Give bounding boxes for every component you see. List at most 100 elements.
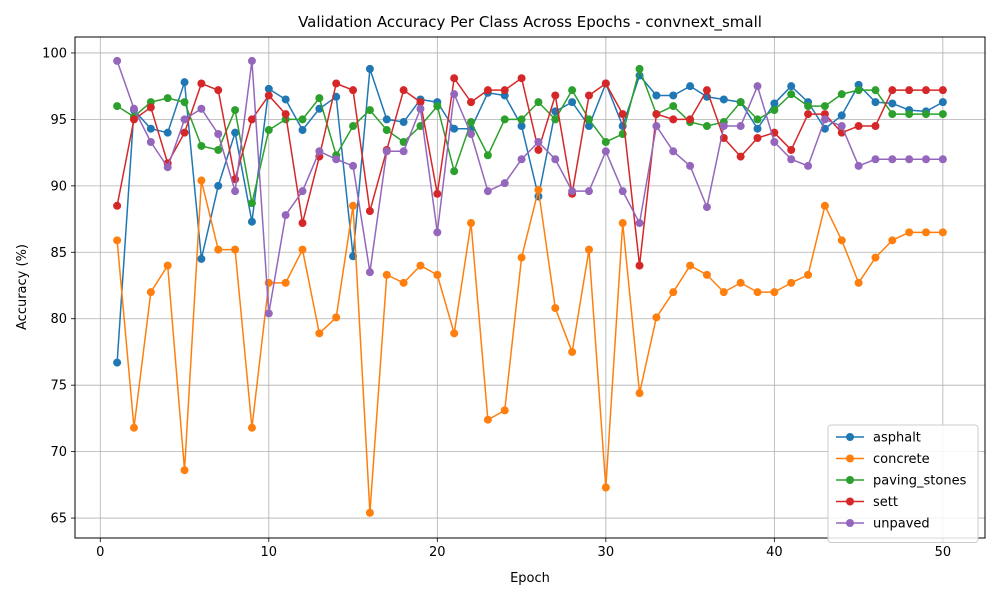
y-tick-label: 100 — [42, 46, 67, 61]
data-point-asphalt — [365, 64, 374, 73]
data-point-concrete — [382, 270, 391, 279]
y-tick-label: 85 — [50, 246, 67, 261]
data-point-asphalt — [163, 128, 172, 137]
data-point-sett — [686, 115, 695, 124]
data-point-unpaved — [517, 155, 526, 164]
data-point-unpaved — [349, 161, 358, 170]
data-point-unpaved — [787, 155, 796, 164]
data-point-paving_stones — [922, 110, 931, 119]
data-point-sett — [332, 79, 341, 88]
x-tick-label: 40 — [766, 545, 783, 560]
data-point-sett — [517, 74, 526, 83]
data-point-asphalt — [568, 98, 577, 107]
data-point-asphalt — [719, 95, 728, 104]
data-point-asphalt — [753, 124, 762, 133]
data-point-sett — [787, 145, 796, 154]
data-point-concrete — [399, 278, 408, 287]
data-point-paving_stones — [264, 126, 273, 135]
data-point-concrete — [820, 201, 829, 210]
data-point-sett — [652, 110, 661, 119]
data-point-sett — [247, 115, 256, 124]
data-point-concrete — [736, 278, 745, 287]
x-tick-label: 20 — [429, 545, 446, 560]
data-point-paving_stones — [854, 86, 863, 95]
data-point-paving_stones — [534, 98, 543, 107]
data-point-unpaved — [467, 130, 476, 139]
data-point-unpaved — [601, 147, 610, 156]
data-point-asphalt — [146, 124, 155, 133]
data-point-asphalt — [281, 95, 290, 104]
series-sett — [113, 74, 947, 270]
y-axis-label: Accuracy (%) — [15, 244, 30, 330]
data-point-paving_stones — [399, 137, 408, 146]
y-tick-label: 65 — [50, 512, 67, 527]
data-point-paving_stones — [702, 122, 711, 131]
data-point-concrete — [332, 313, 341, 322]
data-point-paving_stones — [180, 98, 189, 107]
data-point-unpaved — [837, 122, 846, 131]
data-point-concrete — [568, 347, 577, 356]
data-point-paving_stones — [349, 122, 358, 131]
data-point-paving_stones — [433, 102, 442, 111]
data-point-asphalt — [686, 82, 695, 91]
data-point-concrete — [129, 423, 138, 432]
legend-item-concrete: concrete — [836, 452, 930, 467]
data-point-unpaved — [450, 90, 459, 99]
series-line-sett — [116, 77, 943, 267]
legend-box — [827, 424, 979, 543]
data-point-sett — [180, 128, 189, 137]
data-point-concrete — [635, 389, 644, 398]
data-point-paving_stones — [197, 141, 206, 150]
data-point-unpaved — [500, 179, 509, 188]
data-point-concrete — [433, 270, 442, 279]
data-point-paving_stones — [568, 86, 577, 95]
data-point-sett — [922, 86, 931, 95]
data-point-unpaved — [365, 268, 374, 277]
legend-swatch-marker — [846, 476, 854, 484]
data-point-sett — [702, 86, 711, 95]
legend-item-paving_stones: paving_stones — [836, 474, 967, 489]
data-point-unpaved — [129, 104, 138, 113]
data-point-unpaved — [820, 115, 829, 124]
data-point-paving_stones — [871, 86, 880, 95]
data-point-concrete — [416, 261, 425, 270]
data-point-concrete — [500, 406, 509, 415]
data-point-unpaved — [113, 56, 122, 65]
data-point-concrete — [888, 236, 897, 245]
data-point-concrete — [753, 288, 762, 297]
data-point-concrete — [787, 278, 796, 287]
x-tick-label: 0 — [96, 545, 104, 560]
data-point-unpaved — [483, 187, 492, 196]
data-point-unpaved — [231, 187, 240, 196]
data-point-concrete — [922, 228, 931, 237]
data-point-asphalt — [382, 115, 391, 124]
data-point-unpaved — [534, 137, 543, 146]
legend-item-asphalt: asphalt — [836, 431, 921, 446]
y-tick-label: 90 — [50, 179, 67, 194]
data-point-concrete — [618, 219, 627, 228]
data-point-unpaved — [568, 187, 577, 196]
data-point-asphalt — [871, 98, 880, 107]
data-point-sett — [601, 79, 610, 88]
data-point-concrete — [197, 176, 206, 185]
legend-label: unpaved — [873, 517, 930, 532]
data-point-paving_stones — [669, 102, 678, 111]
data-point-unpaved — [197, 104, 206, 113]
data-point-paving_stones — [905, 110, 914, 119]
legend-label: paving_stones — [873, 474, 967, 489]
data-point-paving_stones — [601, 137, 610, 146]
data-point-unpaved — [551, 155, 560, 164]
data-point-paving_stones — [247, 199, 256, 208]
data-point-sett — [467, 98, 476, 107]
x-axis-label: Epoch — [510, 571, 550, 586]
legend-swatch-marker — [846, 519, 854, 527]
data-point-asphalt — [787, 82, 796, 91]
x-tick-label: 10 — [261, 545, 278, 560]
data-point-concrete — [365, 508, 374, 517]
data-point-sett — [584, 91, 593, 100]
data-point-sett — [349, 86, 358, 95]
data-point-asphalt — [197, 254, 206, 263]
data-point-paving_stones — [820, 102, 829, 111]
grid — [75, 37, 985, 538]
